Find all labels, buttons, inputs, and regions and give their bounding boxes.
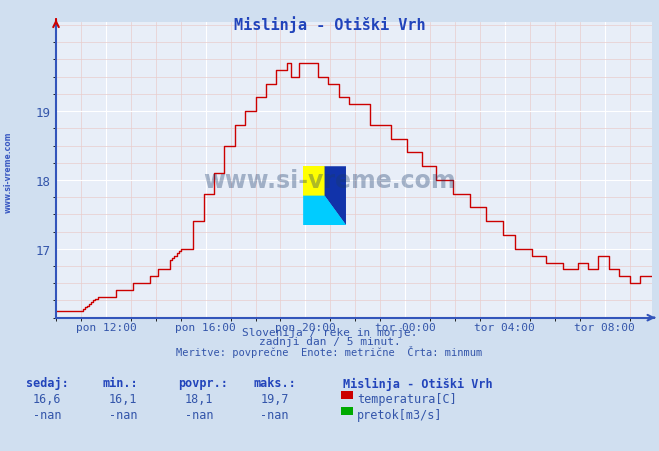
Text: maks.:: maks.:: [254, 377, 297, 390]
Text: povpr.:: povpr.:: [178, 377, 228, 390]
Text: 18,1: 18,1: [185, 392, 213, 405]
Polygon shape: [325, 167, 346, 226]
Text: www.si-vreme.com: www.si-vreme.com: [3, 131, 13, 212]
Text: Slovenija / reke in morje.: Slovenija / reke in morje.: [242, 327, 417, 337]
Text: zadnji dan / 5 minut.: zadnji dan / 5 minut.: [258, 336, 401, 346]
Text: 19,7: 19,7: [260, 392, 289, 405]
Polygon shape: [325, 196, 346, 226]
Text: www.si-vreme.com: www.si-vreme.com: [203, 168, 456, 193]
Text: -nan: -nan: [260, 408, 289, 421]
Text: pretok[m3/s]: pretok[m3/s]: [357, 408, 443, 421]
Text: Mislinja - Otiški Vrh: Mislinja - Otiški Vrh: [343, 377, 492, 390]
Text: Mislinja - Otiški Vrh: Mislinja - Otiški Vrh: [234, 16, 425, 32]
Polygon shape: [303, 196, 346, 226]
Text: -nan: -nan: [185, 408, 213, 421]
Text: 16,6: 16,6: [33, 392, 61, 405]
Text: Meritve: povprečne  Enote: metrične  Črta: minmum: Meritve: povprečne Enote: metrične Črta:…: [177, 345, 482, 357]
Text: min.:: min.:: [102, 377, 138, 390]
Text: -nan: -nan: [33, 408, 61, 421]
Text: sedaj:: sedaj:: [26, 377, 69, 390]
Text: temperatura[C]: temperatura[C]: [357, 392, 457, 405]
Polygon shape: [303, 167, 325, 196]
Text: 16,1: 16,1: [109, 392, 137, 405]
Text: -nan: -nan: [109, 408, 137, 421]
